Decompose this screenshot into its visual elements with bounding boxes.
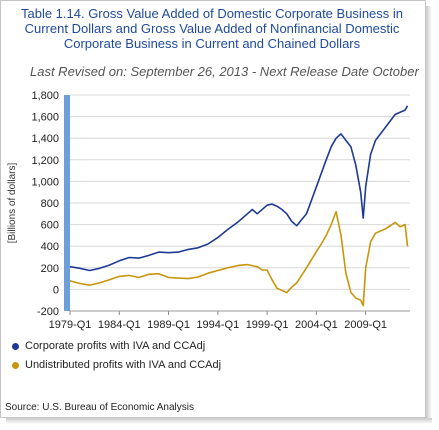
frame-shadow-bottom bbox=[6, 418, 432, 424]
x-tick-label: 2009-Q1 bbox=[344, 319, 387, 331]
y-tick-label: 800 bbox=[41, 198, 59, 210]
y-tick-label: 600 bbox=[41, 220, 59, 232]
revision-note: Last Revised on: September 26, 2013 - Ne… bbox=[30, 64, 420, 79]
series-line-undistributed-profits bbox=[69, 210, 409, 307]
series-line-corporate-profits bbox=[69, 105, 409, 272]
legend-label: Corporate profits with IVA and CCAdj bbox=[25, 340, 206, 352]
legend-label: Undistributed profits with IVA and CCAdj bbox=[25, 359, 222, 371]
legend-item-corporate-profits[interactable]: Corporate profits with IVA and CCAdj bbox=[12, 340, 205, 352]
y-tick-label: 0 bbox=[53, 284, 59, 296]
y-tick-label: 1,600 bbox=[31, 112, 59, 124]
source-note: Source: U.S. Bureau of Economic Analysis bbox=[5, 402, 194, 413]
y-tick-label: 1,200 bbox=[31, 155, 59, 167]
y-tick-label: 200 bbox=[41, 263, 59, 275]
x-tick-label: 1979-Q1 bbox=[49, 319, 92, 331]
chart-title: Table 1.14. Gross Value Added of Domesti… bbox=[20, 6, 404, 51]
legend-item-undistributed-profits[interactable]: Undistributed profits with IVA and CCAdj bbox=[12, 359, 221, 371]
axis-layer bbox=[69, 310, 410, 315]
y-axis-scroll-bar bbox=[64, 95, 70, 311]
x-tick-label: 2004-Q1 bbox=[295, 319, 338, 331]
y-tick-label: 1,000 bbox=[31, 176, 59, 188]
x-tick-label: 1989-Q1 bbox=[147, 319, 190, 331]
series-layer bbox=[69, 105, 409, 307]
x-tick-label: 1999-Q1 bbox=[246, 319, 289, 331]
legend-marker-icon bbox=[12, 361, 19, 369]
tick-layer: -200 0 200 400 600 800 1,000 1,200 1,400 1,600 1,8… bbox=[7, 90, 387, 331]
y-tick-label: -200 bbox=[37, 306, 59, 318]
x-tick-label: 1984-Q1 bbox=[98, 319, 141, 331]
grid-layer bbox=[70, 94, 410, 312]
y-tick-label: 1,400 bbox=[31, 133, 59, 145]
y-tick-label: 1,800 bbox=[31, 90, 59, 102]
y-axis-label: [Billions of dollars] bbox=[7, 162, 18, 243]
y-tick-label: 400 bbox=[41, 241, 59, 253]
x-tick-label: 1994-Q1 bbox=[196, 319, 239, 331]
legend-marker-icon bbox=[12, 342, 19, 350]
chart-frame bbox=[0, 0, 426, 418]
frame-shadow-right bbox=[426, 6, 432, 424]
